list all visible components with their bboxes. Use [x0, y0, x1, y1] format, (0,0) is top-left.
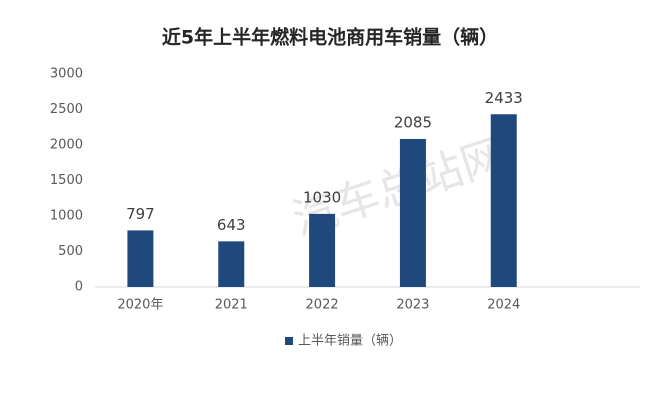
y-tick-label: 0 [75, 280, 83, 295]
y-tick-label: 1000 [50, 209, 83, 224]
y-tick-label: 1500 [50, 173, 83, 188]
bar [490, 114, 517, 288]
y-tick-label: 2500 [50, 102, 83, 117]
value-label: 643 [217, 216, 246, 234]
chart-title: 近5年上半年燃料电池商用车销量（辆） [162, 26, 498, 49]
y-tick-label: 500 [58, 244, 83, 259]
value-label: 2085 [394, 113, 432, 131]
x-tick-label: 2020年 [117, 298, 163, 313]
x-tick-label: 2022 [306, 298, 339, 313]
y-tick-label: 3000 [50, 67, 83, 82]
legend-swatch [285, 337, 293, 345]
value-label: 2433 [485, 89, 523, 107]
legend-label: 上半年销量（辆） [298, 334, 402, 349]
bar [218, 241, 245, 287]
x-tick-label: 2021 [215, 298, 248, 313]
bar [399, 138, 426, 287]
x-tick-label: 2024 [487, 298, 520, 313]
bar [309, 213, 336, 287]
x-tick-label: 2023 [396, 298, 429, 313]
y-tick-label: 2000 [50, 138, 83, 153]
value-label: 1030 [303, 188, 341, 206]
bar [127, 230, 154, 287]
value-label: 797 [126, 205, 155, 223]
